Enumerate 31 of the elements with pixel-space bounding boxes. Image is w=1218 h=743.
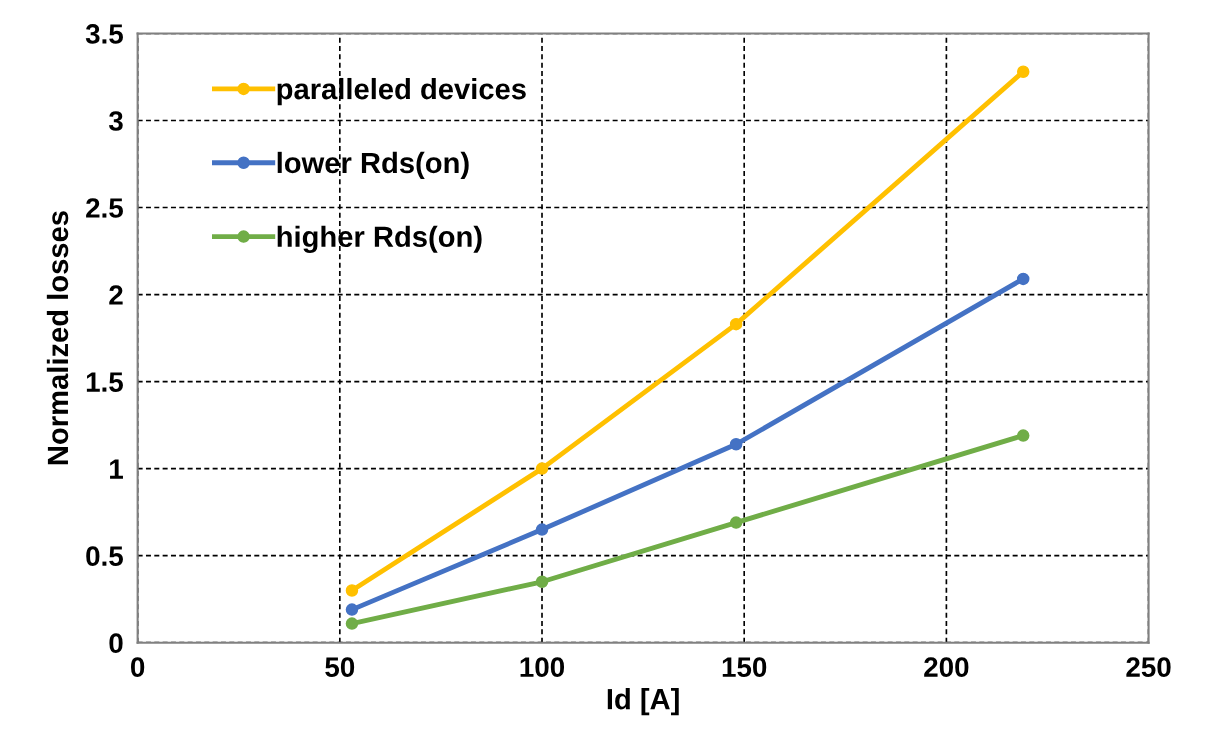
point (345, 584, 359, 597)
x-tick-label: 150 (722, 657, 767, 677)
y-tick-label: 0 (109, 633, 123, 654)
point (729, 437, 743, 451)
y-tick-label: 3 (108, 111, 123, 131)
point (535, 575, 549, 589)
y-tick-label: 1 (110, 459, 123, 479)
y-tick-label: 2.5 (86, 198, 123, 218)
point (535, 462, 549, 475)
point (345, 617, 359, 630)
y-axis-title: Normalized losses (46, 211, 69, 465)
point (1016, 272, 1030, 286)
legend-label: paralleled devices (277, 77, 526, 106)
y-tick-label: 1.5 (86, 372, 123, 392)
x-tick-label: 0 (131, 657, 145, 677)
x-tick-label: 200 (924, 657, 969, 677)
y-tick-label: 3.5 (85, 24, 123, 44)
x-tick-label: 100 (520, 657, 565, 677)
y-tick-label: 2 (109, 285, 123, 305)
point (1016, 429, 1030, 442)
point (1016, 65, 1030, 78)
x-tick-label: 50 (325, 657, 355, 677)
point (729, 516, 743, 529)
point (345, 603, 359, 616)
x-axis-title: Id [A] (607, 688, 679, 716)
point (729, 317, 743, 331)
legend-label: lower Rds(on) (277, 151, 469, 180)
point (535, 523, 549, 536)
legend-label: higher Rds(on) (277, 225, 482, 253)
x-tick-label: 250 (1126, 657, 1171, 677)
y-tick-label: 0.5 (86, 546, 123, 566)
